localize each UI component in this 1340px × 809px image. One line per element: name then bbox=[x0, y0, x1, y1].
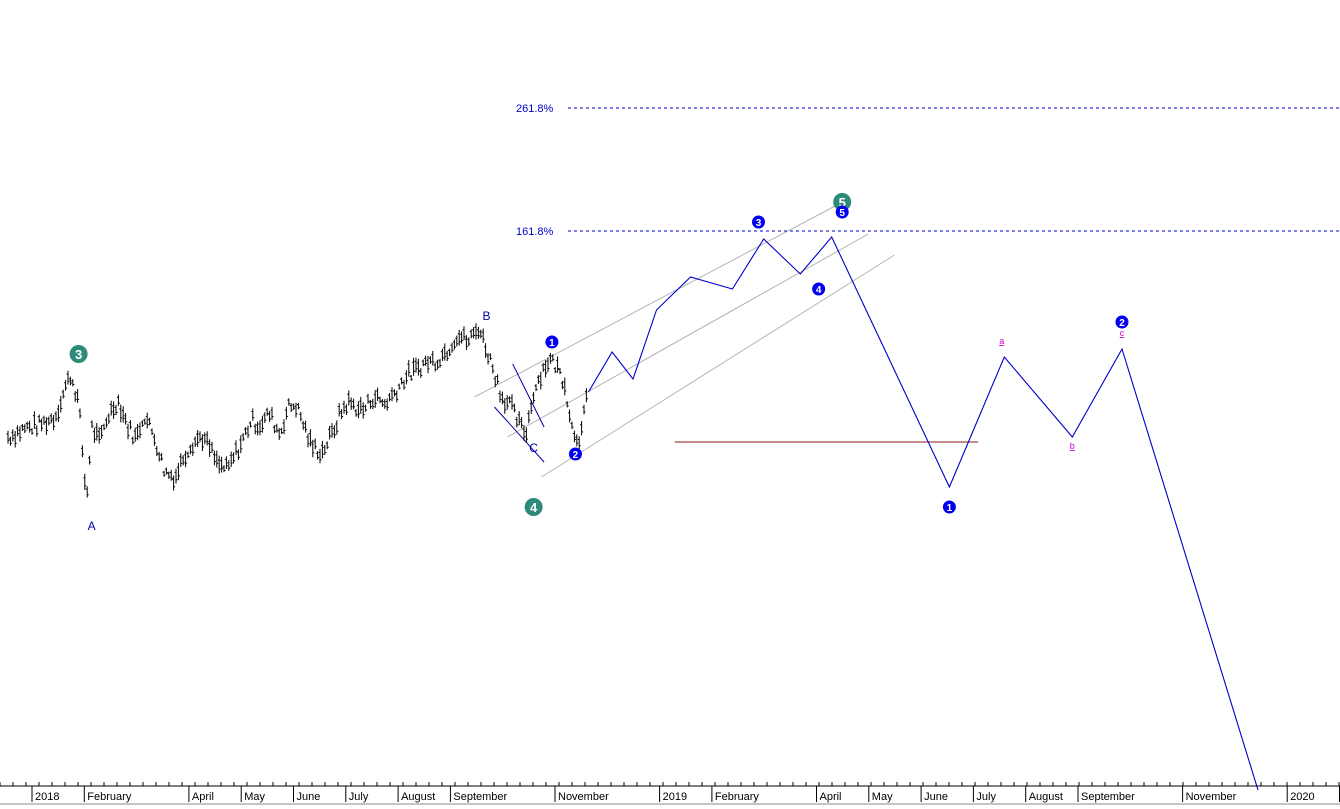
x-axis-tick-label: August bbox=[1029, 791, 1063, 803]
corrective-wave-label: B bbox=[483, 309, 491, 323]
projection-path bbox=[588, 235, 1259, 791]
x-axis-tick-label: May bbox=[872, 791, 893, 803]
wave-minor-label: 5 bbox=[839, 208, 845, 219]
x-axis-tick-label: November bbox=[558, 791, 609, 803]
wave-minor-marker bbox=[545, 335, 559, 349]
x-axis-tick-label: August bbox=[401, 791, 435, 803]
wave-minor-marker bbox=[812, 282, 826, 296]
wave-minor-label: 1 bbox=[947, 503, 953, 514]
x-axis-tick-label: July bbox=[349, 791, 369, 803]
price-series bbox=[6, 323, 588, 498]
fib-levels: 261.8% 161.8% bbox=[516, 103, 1340, 238]
wave-degree-marker bbox=[833, 193, 852, 211]
x-axis-tick-label: September bbox=[1081, 791, 1135, 803]
x-axis-tick-label: May bbox=[244, 791, 265, 803]
fib-level-label: 261.8% bbox=[516, 103, 554, 115]
x-axis-tick-label: February bbox=[87, 791, 132, 803]
wave-minor-marker bbox=[568, 447, 582, 461]
corrective-wave-label: A bbox=[88, 519, 96, 533]
x-axis-tick-label: 2020 bbox=[1290, 791, 1314, 803]
wave-minor-label: 4 bbox=[816, 285, 822, 296]
wave-minor-marker bbox=[835, 205, 849, 219]
x-axis-tick-label: November bbox=[1186, 791, 1237, 803]
elliott-projection bbox=[588, 235, 1259, 791]
corrective-wave-label: C bbox=[529, 441, 538, 455]
x-axis-tick-label: June bbox=[297, 791, 321, 803]
x-axis-tick-label: July bbox=[976, 791, 996, 803]
fib-level-label: 161.8% bbox=[516, 226, 554, 238]
wave-degree-label: 4 bbox=[530, 500, 538, 515]
wave-minor-marker bbox=[942, 500, 956, 514]
subwave-label: b bbox=[1070, 441, 1075, 451]
wave-degree-label: 5 bbox=[839, 195, 846, 210]
x-axis-tick-label: 2018 bbox=[35, 791, 59, 803]
x-axis-tick-label: June bbox=[924, 791, 948, 803]
wave-minor-marker bbox=[1115, 315, 1129, 329]
subwave-label: c bbox=[1120, 328, 1125, 338]
channel-line bbox=[512, 363, 545, 428]
wave-minor-label: 2 bbox=[1119, 318, 1125, 329]
subwave-label: a bbox=[999, 336, 1004, 346]
wave-minor-marker bbox=[752, 215, 766, 229]
wave-minor-label: 2 bbox=[573, 450, 579, 461]
wave-minor-label: 1 bbox=[549, 338, 555, 349]
wave-degree-label: 3 bbox=[75, 347, 82, 362]
channel-line bbox=[494, 406, 545, 463]
x-axis-tick-label: February bbox=[715, 791, 760, 803]
x-axis-tick-label: April bbox=[820, 791, 842, 803]
x-axis-tick-label: 2019 bbox=[663, 791, 687, 803]
channel-line bbox=[474, 204, 838, 398]
x-axis-tick-label: September bbox=[453, 791, 507, 803]
x-axis-tick-label: April bbox=[192, 791, 214, 803]
channel-line bbox=[507, 233, 869, 438]
wave-minor-label: 3 bbox=[756, 218, 762, 229]
wave-degree-marker bbox=[524, 498, 543, 516]
x-axis: 2018 February April May June July August Septem… bbox=[0, 782, 1340, 805]
wave-annotations: 3 A B C 4 5 1 2 3 4 5 1 2 a b c bbox=[69, 193, 1129, 533]
channel-lines bbox=[474, 204, 895, 478]
wave-degree-marker bbox=[69, 345, 88, 363]
channel-line bbox=[541, 254, 895, 478]
